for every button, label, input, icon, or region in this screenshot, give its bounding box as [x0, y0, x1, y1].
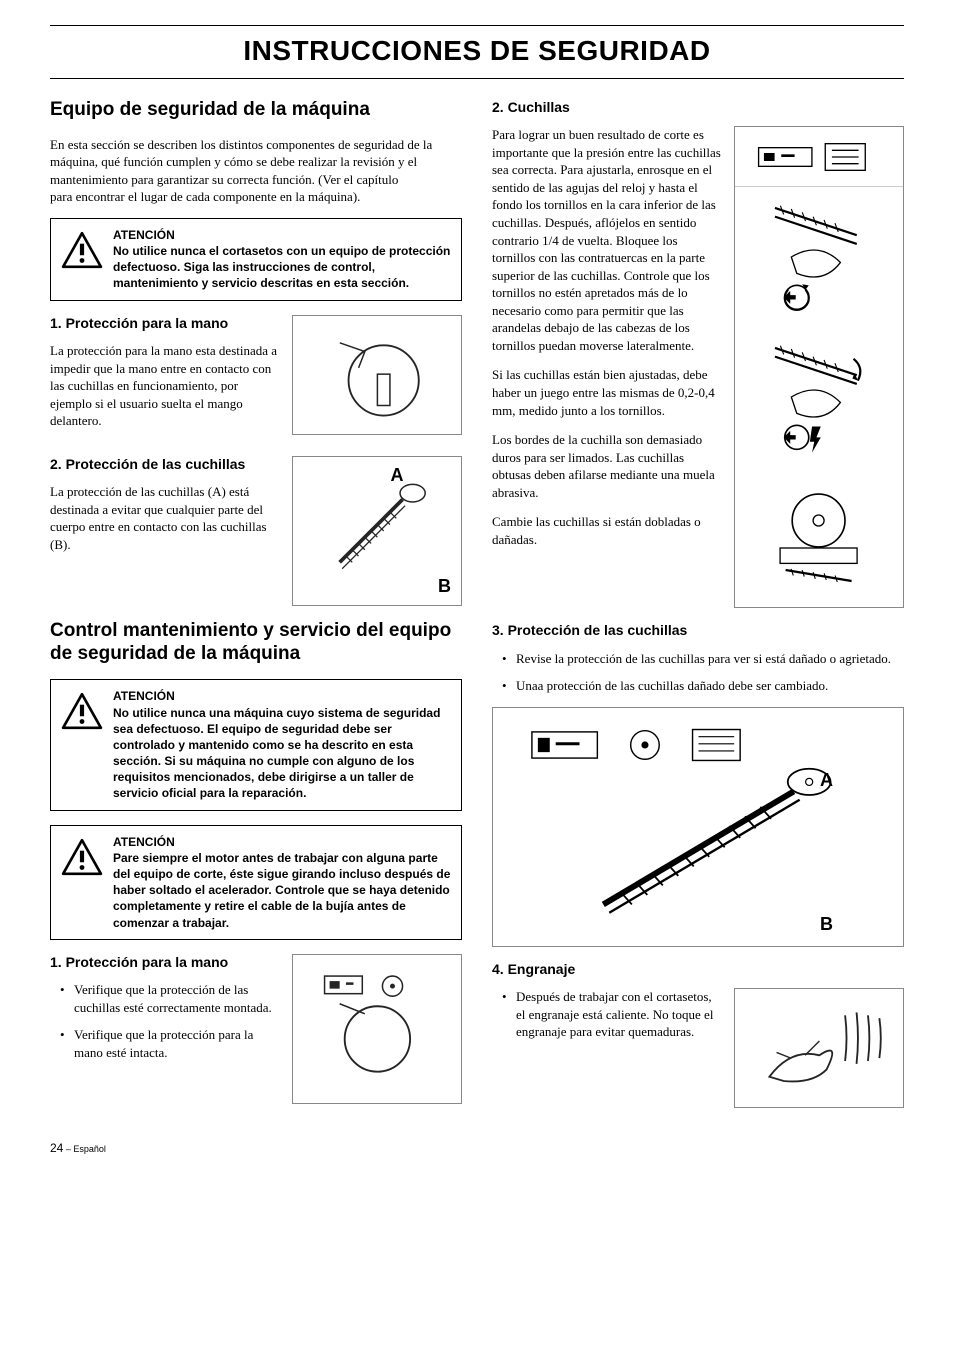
warning-body: Pare siempre el motor antes de trabajar …	[113, 850, 451, 931]
heading-proteccion-cuchillas-2: 3. Protección de las cuchillas	[492, 622, 904, 640]
figure-label-a: A	[390, 463, 403, 487]
list-item: Verifique que la protección de las cuchi…	[60, 981, 280, 1016]
heading-proteccion-mano-2: 1. Protección para la mano	[50, 954, 280, 972]
list-proteccion-cuchillas: Revise la protección de las cuchillas pa…	[492, 650, 904, 695]
figure-adjust-top	[735, 127, 903, 187]
list-engranaje: Después de trabajar con el cortasetos, e…	[492, 988, 722, 1041]
paragraph-cuchillas-1: Para lograr un buen resultado de corte e…	[492, 126, 722, 354]
paragraph-proteccion-cuchillas: La protección de las cuchillas (A) está …	[50, 483, 280, 553]
warning-icon	[61, 692, 103, 735]
paragraph-cuchillas-4: Cambie las cuchillas si están dobladas o…	[492, 513, 722, 548]
heading-control-mantenimiento: Control mantenimiento y servicio del equ…	[50, 620, 462, 666]
list-item: Verifique que la protección para la mano…	[60, 1026, 280, 1061]
right-column: 2. Cuchillas Para lograr un buen resulta…	[492, 99, 904, 1123]
warning-icon	[61, 231, 103, 274]
list-item: Revise la protección de las cuchillas pa…	[502, 650, 904, 668]
paragraph-proteccion-mano: La protección para la mano esta destinad…	[50, 342, 280, 430]
figure-label-a: A	[820, 768, 833, 792]
warning-title: ATENCIÓN	[113, 227, 451, 243]
warning-box-2: ATENCIÓN No utilice nunca una máquina cu…	[50, 679, 462, 810]
warning-box-1: ATENCIÓN No utilice nunca el cortasetos …	[50, 218, 462, 301]
figure-hand-guard	[292, 315, 462, 435]
figure-engranaje	[734, 988, 904, 1108]
warning-title: ATENCIÓN	[113, 688, 451, 704]
figure-adjust-cw	[735, 187, 903, 327]
figure-blade-guard-large: A B	[492, 707, 904, 947]
figure-cuchillas-stack	[734, 126, 904, 608]
heading-proteccion-mano: 1. Protección para la mano	[50, 315, 280, 333]
heading-equipo: Equipo de seguridad de la máquina	[50, 99, 462, 122]
figure-blade-guard-ab: A B	[292, 456, 462, 606]
page-language: – Español	[66, 1144, 106, 1154]
page-number: 24	[50, 1141, 63, 1155]
intro-paragraph: En esta sección se describen los distint…	[50, 136, 462, 206]
heading-proteccion-cuchillas: 2. Protección de las cuchillas	[50, 456, 280, 474]
warning-body: No utilice nunca una máquina cuyo sistem…	[113, 705, 451, 802]
warning-text: ATENCIÓN Pare siempre el motor antes de …	[113, 834, 451, 931]
warning-body: No utilice nunca el cortasetos con un eq…	[113, 243, 451, 292]
warning-icon	[61, 838, 103, 881]
warning-text: ATENCIÓN No utilice nunca una máquina cu…	[113, 688, 451, 801]
figure-label-b: B	[820, 912, 833, 936]
content-columns: Equipo de seguridad de la máquina En est…	[50, 99, 904, 1123]
paragraph-cuchillas-3: Los bordes de la cuchilla son demasiado …	[492, 431, 722, 501]
warning-box-3: ATENCIÓN Pare siempre el motor antes de …	[50, 825, 462, 940]
warning-title: ATENCIÓN	[113, 834, 451, 850]
page-footer: 24 – Español	[50, 1140, 904, 1156]
paragraph-cuchillas-2: Si las cuchillas están bien ajustadas, d…	[492, 366, 722, 419]
list-item: Después de trabajar con el cortasetos, e…	[502, 988, 722, 1041]
figure-adjust-ccw	[735, 327, 903, 467]
page-title: INSTRUCCIONES DE SEGURIDAD	[50, 25, 904, 79]
figure-label-b: B	[438, 574, 451, 598]
list-proteccion-mano: Verifique que la protección de las cuchi…	[50, 981, 280, 1061]
figure-grinding	[735, 467, 903, 607]
left-column: Equipo de seguridad de la máquina En est…	[50, 99, 462, 1123]
heading-engranaje: 4. Engranaje	[492, 961, 904, 979]
figure-hand-guard-check	[292, 954, 462, 1104]
heading-cuchillas: 2. Cuchillas	[492, 99, 904, 117]
warning-text: ATENCIÓN No utilice nunca el cortasetos …	[113, 227, 451, 292]
list-item: Unaa protección de las cuchillas dañado …	[502, 677, 904, 695]
